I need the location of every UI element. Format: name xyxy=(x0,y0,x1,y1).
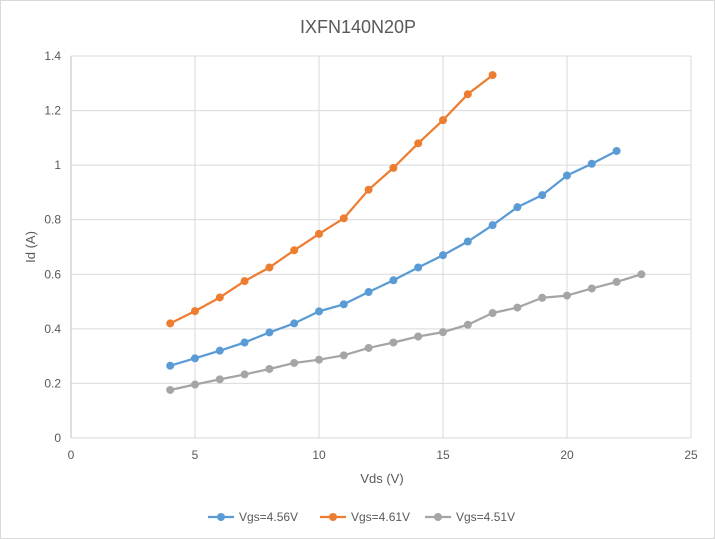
y-tick-label: 1.4 xyxy=(44,49,61,63)
x-tick-label: 15 xyxy=(436,448,450,462)
legend-marker xyxy=(434,513,442,521)
y-axis-ticks: 0 0.2 0.4 0.6 0.8 1 1.2 1.4 xyxy=(44,49,61,445)
data-point xyxy=(488,221,497,230)
legend-marker xyxy=(329,513,337,521)
x-axis-title: Vds (V) xyxy=(360,471,403,486)
data-point xyxy=(315,355,323,364)
data-point xyxy=(463,320,472,329)
data-point xyxy=(339,214,348,223)
series-line xyxy=(169,149,618,367)
chart-title: IXFN140N20P xyxy=(300,17,416,37)
data-point xyxy=(612,277,621,286)
data-point xyxy=(389,276,398,285)
data-point xyxy=(240,370,249,379)
data-point xyxy=(265,364,274,373)
series-line xyxy=(169,73,494,325)
data-point xyxy=(414,332,423,341)
legend-marker xyxy=(217,513,225,521)
y-tick-label: 0.4 xyxy=(44,322,61,336)
x-axis-ticks: 0 5 10 15 20 25 xyxy=(68,448,698,462)
y-tick-label: 1 xyxy=(54,158,61,172)
data-point xyxy=(215,346,224,355)
data-point xyxy=(612,146,621,155)
y-tick-label: 0 xyxy=(54,431,61,445)
data-point xyxy=(191,354,199,363)
data-point xyxy=(439,251,447,260)
x-tick-label: 10 xyxy=(312,448,326,462)
y-tick-label: 0.6 xyxy=(44,267,61,281)
legend: Vgs=4.56V Vgs=4.61V Vgs=4.51V xyxy=(208,510,515,524)
data-point xyxy=(488,71,497,80)
legend-label: Vgs=4.56V xyxy=(239,510,298,524)
data-point xyxy=(290,358,299,367)
x-tick-label: 20 xyxy=(560,448,574,462)
data-point xyxy=(389,338,398,347)
data-point xyxy=(215,375,224,384)
data-point xyxy=(389,163,398,172)
data-point xyxy=(166,319,175,328)
y-tick-label: 0.2 xyxy=(44,376,61,390)
data-point xyxy=(265,263,274,272)
series-2 xyxy=(166,270,646,394)
data-point xyxy=(538,293,547,302)
data-point xyxy=(166,385,175,394)
y-axis-title: Id (A) xyxy=(23,231,38,263)
series-line xyxy=(169,273,643,392)
series-0 xyxy=(166,146,621,370)
data-point xyxy=(290,319,299,328)
data-point xyxy=(240,277,249,286)
data-point xyxy=(364,185,373,194)
data-point xyxy=(538,191,547,200)
data-point xyxy=(563,171,571,180)
data-point xyxy=(637,270,646,279)
data-point xyxy=(364,288,373,297)
y-tick-label: 0.8 xyxy=(44,213,61,227)
series-1 xyxy=(166,71,497,328)
data-point xyxy=(339,300,348,309)
data-point xyxy=(240,338,249,347)
data-point xyxy=(463,90,472,99)
data-point xyxy=(414,263,423,272)
data-point xyxy=(364,343,373,352)
data-point xyxy=(513,203,522,212)
legend-label: Vgs=4.61V xyxy=(351,510,410,524)
data-point xyxy=(191,307,199,316)
gridlines xyxy=(70,55,692,439)
x-tick-label: 5 xyxy=(192,448,199,462)
data-point xyxy=(513,303,522,312)
data-point xyxy=(587,284,596,293)
data-point xyxy=(488,309,497,318)
data-point xyxy=(265,328,274,337)
data-point xyxy=(315,229,323,238)
data-point xyxy=(166,361,175,370)
x-tick-label: 0 xyxy=(68,448,75,462)
data-point xyxy=(315,307,323,316)
data-point xyxy=(215,293,224,302)
data-point xyxy=(587,159,596,168)
x-tick-label: 25 xyxy=(684,448,698,462)
legend-item: Vgs=4.61V xyxy=(320,510,410,524)
data-point xyxy=(414,139,423,148)
data-point xyxy=(439,116,447,125)
data-point xyxy=(290,246,299,255)
series-layer xyxy=(166,71,646,394)
data-point xyxy=(439,328,447,337)
legend-label: Vgs=4.51V xyxy=(456,510,515,524)
data-point xyxy=(191,380,199,389)
data-point xyxy=(563,291,571,300)
legend-item: Vgs=4.56V xyxy=(208,510,298,524)
data-point xyxy=(339,351,348,360)
legend-item: Vgs=4.51V xyxy=(425,510,515,524)
data-point xyxy=(463,237,472,246)
y-tick-label: 1.2 xyxy=(44,104,61,118)
